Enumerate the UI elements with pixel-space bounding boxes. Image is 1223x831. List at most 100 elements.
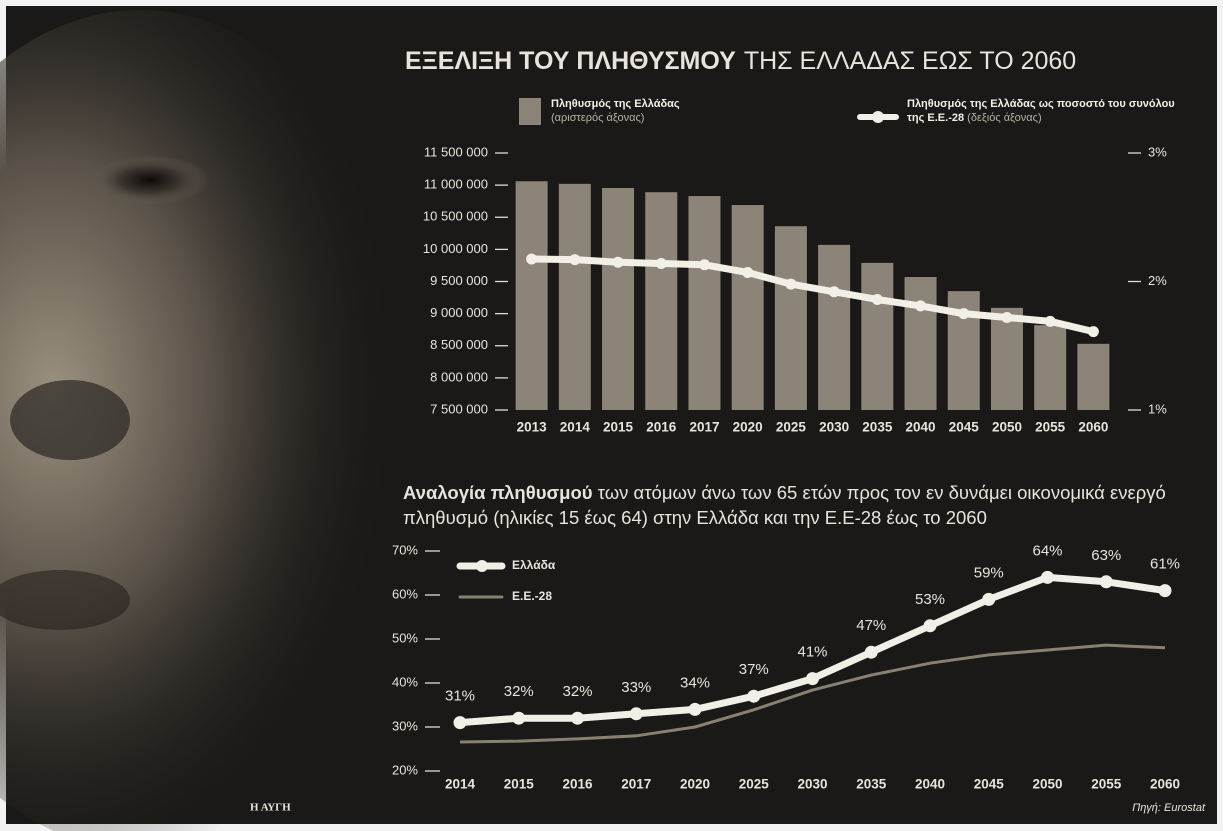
data-point <box>698 259 710 271</box>
data-point <box>915 300 927 312</box>
source: Πηγή: Eurostat <box>1132 802 1206 814</box>
x-tick-label: 2045 <box>949 420 980 435</box>
data-line <box>459 643 1166 744</box>
title-bold: Αναλογία πληθυσμού <box>403 482 593 503</box>
bar <box>731 205 764 410</box>
x-tick-label: 2060 <box>1150 777 1180 792</box>
data-point <box>1044 315 1056 327</box>
data-point <box>958 308 970 320</box>
bar <box>861 262 894 410</box>
x-tick-label: 2055 <box>1035 420 1066 435</box>
x-tick-label: 2025 <box>776 420 807 435</box>
legend-line: Πληθυσμός της Ελλάδας ως ποσοστό του συν… <box>907 97 1182 125</box>
y-tick-label: 11 000 000 <box>424 177 488 192</box>
data-point <box>569 254 581 266</box>
data-point <box>1087 326 1099 338</box>
data-point <box>571 711 584 725</box>
data-point <box>747 689 761 703</box>
title-rest: των ατόμων άνω των 65 ετών προς τον εν δ… <box>403 482 1166 528</box>
value-label: 37% <box>739 661 769 678</box>
title-bold: ΕΞΕΛΙΞΗ ΤΟΥ ΠΛΗΘΥΣΜΟΥ <box>405 47 736 75</box>
y-tick-label: 8 000 000 <box>430 369 488 384</box>
x-tick-label: 2025 <box>739 777 770 792</box>
data-point <box>512 711 526 725</box>
data-point <box>1099 575 1113 589</box>
y-tick-label: 7 500 000 <box>430 401 488 416</box>
bar <box>774 226 807 410</box>
value-label: 61% <box>1150 556 1180 573</box>
x-tick-label: 2015 <box>504 777 535 792</box>
data-line <box>528 255 1097 336</box>
y-tick-label: 10 000 000 <box>423 241 488 256</box>
data-point <box>1001 311 1013 323</box>
x-tick-label: 2050 <box>992 420 1022 435</box>
value-label: 64% <box>1032 542 1062 559</box>
x-tick-label: 2014 <box>560 420 591 435</box>
x-tick-label: 2030 <box>797 777 827 792</box>
legend-swatch <box>476 560 488 572</box>
x-tick-label: 2017 <box>621 777 651 792</box>
x-tick-label: 2016 <box>562 777 593 792</box>
bar <box>645 192 678 410</box>
publisher: Η ΑΥΓΗ <box>250 802 291 814</box>
y-tick-label: 20% <box>392 762 418 777</box>
bar <box>818 244 851 410</box>
legend-label: Ελλάδα <box>512 558 556 572</box>
data-point <box>785 278 797 290</box>
x-tick-label: 2030 <box>819 420 849 435</box>
value-label: 41% <box>797 644 827 661</box>
data-point <box>828 286 840 298</box>
data-point <box>982 592 996 606</box>
legend-bars: Πληθυσμός της Ελλάδας (αριστερός άξονας) <box>551 97 811 125</box>
x-tick-label: 2017 <box>689 420 719 435</box>
value-label: 32% <box>504 683 534 700</box>
bar <box>688 196 721 410</box>
legend-note: (αριστερός άξονας) <box>551 112 645 124</box>
data-point <box>742 267 754 279</box>
y-tick-label: 60% <box>392 586 418 601</box>
x-tick-label: 2014 <box>445 777 476 792</box>
value-label: 59% <box>974 564 1004 581</box>
title-rest: ΤΗΣ ΕΛΛΑΔΑΣ ΕΩΣ ΤΟ 2060 <box>744 47 1076 75</box>
bar <box>990 307 1023 410</box>
data-point <box>629 707 643 721</box>
value-label: 33% <box>621 679 651 696</box>
legend-label: Πληθυσμός της Ελλάδας <box>551 98 680 110</box>
x-tick-label: 2015 <box>603 420 634 435</box>
data-point <box>1041 570 1054 584</box>
y-tick-label: 11 500 000 <box>424 144 488 159</box>
y-tick-label: 9 500 000 <box>430 273 488 288</box>
chart-title-2: Αναλογία πληθυσμού των ατόμων άνω των 65… <box>403 480 1218 530</box>
value-label: 31% <box>445 688 475 705</box>
y-tick-label: 9 000 000 <box>430 305 488 320</box>
data-point <box>923 619 937 633</box>
y-tick-label: 8 500 000 <box>430 337 488 352</box>
y-tick-label: 40% <box>392 674 418 689</box>
legend-swatch <box>872 111 884 123</box>
bar <box>602 188 635 410</box>
legend-label: Ε.Ε.-28 <box>512 589 552 603</box>
x-tick-label: 2016 <box>646 420 677 435</box>
data-point <box>612 256 624 268</box>
data-point <box>1158 584 1172 598</box>
bar <box>515 181 548 410</box>
value-label: 47% <box>856 617 886 634</box>
bar <box>1034 325 1067 410</box>
legend-swatch <box>519 98 541 125</box>
x-tick-label: 2020 <box>680 777 710 792</box>
y2-tick-label: 3% <box>1148 144 1167 159</box>
y-tick-label: 70% <box>392 542 418 557</box>
bar <box>904 277 937 410</box>
x-tick-label: 2035 <box>862 420 893 435</box>
bar <box>1077 343 1110 410</box>
x-tick-label: 2045 <box>974 777 1005 792</box>
data-point <box>655 258 667 270</box>
y-tick-label: 50% <box>392 630 418 645</box>
x-tick-label: 2035 <box>856 777 887 792</box>
x-tick-label: 2040 <box>906 420 936 435</box>
data-point <box>806 672 819 686</box>
y2-tick-label: 2% <box>1148 273 1167 288</box>
y-tick-label: 10 500 000 <box>423 209 488 224</box>
